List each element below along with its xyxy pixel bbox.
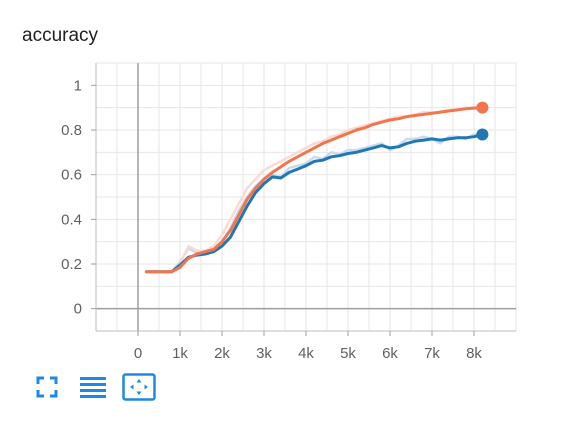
x-tick-label: 5k: [340, 345, 356, 362]
y-tick-label: 0.2: [61, 256, 82, 273]
toggle-log-scale-button[interactable]: [76, 372, 110, 402]
chart-toolbar: [30, 372, 168, 402]
raw-series-line-1: [146, 106, 483, 274]
x-tick-label: 3k: [256, 345, 272, 362]
fit-domain-icon: [122, 373, 156, 401]
series-line-1[interactable]: [144, 106, 484, 274]
y-tick-label: 0.6: [61, 167, 82, 184]
series-end-point-0[interactable]: [476, 128, 489, 141]
smoothed-series-lines: [144, 106, 484, 274]
series-end-point-1[interactable]: [476, 101, 489, 114]
fullscreen-icon: [36, 376, 58, 398]
fit-domain-button[interactable]: [122, 372, 156, 402]
grid-lines: [95, 62, 517, 332]
y-tick-label: 0.8: [61, 122, 82, 139]
fullscreen-button[interactable]: [30, 372, 64, 402]
y-tick-label: 0.4: [61, 211, 82, 228]
y-tick-label: 0: [74, 301, 82, 318]
x-tick-label: 8k: [466, 345, 482, 362]
series-line-0[interactable]: [144, 133, 484, 274]
x-tick-label: 7k: [424, 345, 440, 362]
x-tick-label: 0: [134, 345, 142, 362]
x-tick-label: 2k: [214, 345, 230, 362]
x-tick-label: 1k: [172, 345, 188, 362]
x-tick-label: 4k: [298, 345, 314, 362]
menu-lines-icon: [80, 377, 106, 398]
x-tick-label: 6k: [382, 345, 398, 362]
chart-title: accuracy: [22, 25, 99, 46]
series-end-points: [476, 101, 489, 141]
y-tick-label: 1: [74, 77, 82, 94]
axes: [91, 63, 516, 336]
tick-labels: 0 1k 2k 3k 4k 5k 6k 7k 8k 0 0.2 0.4 0.6 0.8 1: [61, 77, 482, 362]
